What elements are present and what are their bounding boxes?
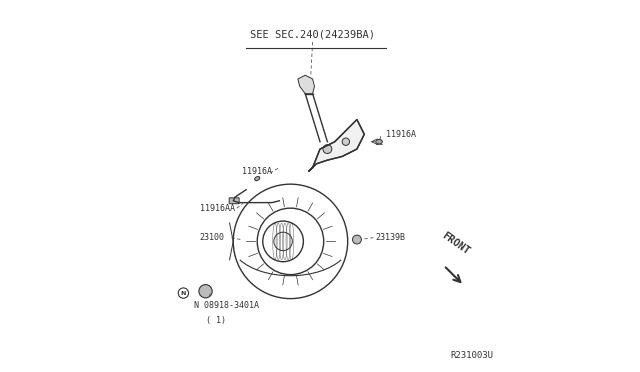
Circle shape — [199, 285, 212, 298]
Polygon shape — [298, 75, 314, 94]
Text: 23100: 23100 — [199, 233, 224, 242]
FancyBboxPatch shape — [229, 198, 239, 204]
Text: FRONT: FRONT — [440, 230, 471, 256]
Circle shape — [323, 145, 332, 154]
Text: 11916A: 11916A — [242, 167, 272, 176]
Text: N 08918-3401A: N 08918-3401A — [195, 301, 259, 311]
Polygon shape — [309, 119, 364, 171]
Text: 11916AA: 11916AA — [200, 203, 235, 213]
Ellipse shape — [255, 176, 260, 181]
Circle shape — [353, 235, 362, 244]
Text: 11916A: 11916A — [387, 130, 417, 139]
Text: R231003U: R231003U — [451, 350, 493, 359]
Circle shape — [342, 138, 349, 145]
Text: 23139B: 23139B — [376, 233, 405, 242]
Text: N: N — [180, 291, 186, 296]
Text: SEE SEC.240(24239BA): SEE SEC.240(24239BA) — [250, 30, 375, 40]
Ellipse shape — [376, 140, 382, 144]
Text: ( 1): ( 1) — [205, 316, 225, 325]
